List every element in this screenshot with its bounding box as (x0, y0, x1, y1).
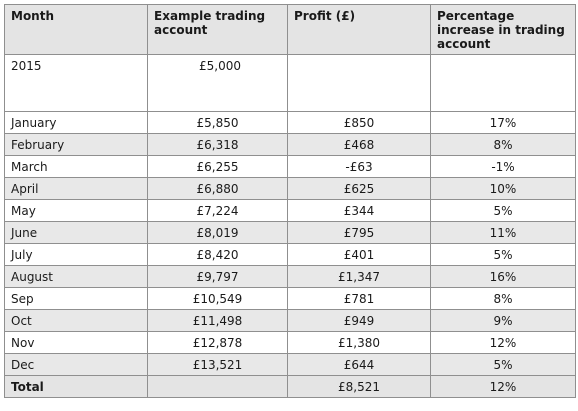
account-cell: £6,318 (147, 133, 288, 156)
table-row: Sep £10,549 £781 8% (4, 287, 576, 310)
opening-month: 2015 (4, 54, 148, 112)
month-cell: January (4, 111, 148, 134)
profit-cell: -£63 (287, 155, 431, 178)
profit-cell: £468 (287, 133, 431, 156)
account-cell: £6,255 (147, 155, 288, 178)
percentage-cell: -1% (430, 155, 576, 178)
percentage-cell: 9% (430, 309, 576, 332)
profit-cell: £344 (287, 199, 431, 222)
month-cell: July (4, 243, 148, 266)
percentage-cell: 5% (430, 353, 576, 376)
header-percentage: Percentage increase in trading account (430, 4, 576, 55)
account-cell: £10,549 (147, 287, 288, 310)
total-percentage-cell: 12% (430, 375, 576, 398)
account-cell: £11,498 (147, 309, 288, 332)
percentage-cell: 11% (430, 221, 576, 244)
percentage-cell: 8% (430, 133, 576, 156)
month-cell: Nov (4, 331, 148, 354)
percentage-cell: 8% (430, 287, 576, 310)
table-row: February £6,318 £468 8% (4, 133, 576, 156)
total-account-cell (147, 375, 288, 398)
percentage-cell: 5% (430, 199, 576, 222)
opening-profit (287, 54, 431, 112)
month-cell: Dec (4, 353, 148, 376)
profit-cell: £795 (287, 221, 431, 244)
profit-cell: £401 (287, 243, 431, 266)
month-cell: May (4, 199, 148, 222)
profit-cell: £1,347 (287, 265, 431, 288)
account-cell: £9,797 (147, 265, 288, 288)
month-cell: March (4, 155, 148, 178)
table-row: March £6,255 -£63 -1% (4, 155, 576, 178)
percentage-cell: 16% (430, 265, 576, 288)
table-row: July £8,420 £401 5% (4, 243, 576, 266)
month-cell: Sep (4, 287, 148, 310)
table-row: April £6,880 £625 10% (4, 177, 576, 200)
total-row: Total £8,521 12% (4, 375, 576, 398)
table-row: Nov £12,878 £1,380 12% (4, 331, 576, 354)
percentage-cell: 12% (430, 331, 576, 354)
month-cell: June (4, 221, 148, 244)
header-profit: Profit (£) (287, 4, 431, 55)
header-row: Month Example trading account Profit (£)… (4, 4, 576, 55)
profit-cell: £949 (287, 309, 431, 332)
month-cell: April (4, 177, 148, 200)
opening-percentage (430, 54, 576, 112)
profit-cell: £644 (287, 353, 431, 376)
percentage-cell: 17% (430, 111, 576, 134)
opening-account: £5,000 (147, 54, 288, 112)
account-cell: £12,878 (147, 331, 288, 354)
percentage-cell: 10% (430, 177, 576, 200)
profit-cell: £625 (287, 177, 431, 200)
account-cell: £6,880 (147, 177, 288, 200)
opening-row: 2015 £5,000 (4, 54, 576, 112)
account-cell: £8,019 (147, 221, 288, 244)
account-cell: £5,850 (147, 111, 288, 134)
table-body: 2015 £5,000 January £5,850 £850 17% February… (4, 54, 576, 398)
month-cell: Oct (4, 309, 148, 332)
profit-cell: £1,380 (287, 331, 431, 354)
month-cell: August (4, 265, 148, 288)
header-account: Example trading account (147, 4, 288, 55)
header-month: Month (4, 4, 148, 55)
account-cell: £7,224 (147, 199, 288, 222)
table-row: January £5,850 £850 17% (4, 111, 576, 134)
month-cell: February (4, 133, 148, 156)
profit-cell: £781 (287, 287, 431, 310)
total-profit-cell: £8,521 (287, 375, 431, 398)
account-cell: £13,521 (147, 353, 288, 376)
table-row: June £8,019 £795 11% (4, 221, 576, 244)
table-header: Month Example trading account Profit (£)… (4, 4, 576, 55)
account-cell: £8,420 (147, 243, 288, 266)
table-row: May £7,224 £344 5% (4, 199, 576, 222)
trading-account-table: Month Example trading account Profit (£)… (4, 4, 576, 398)
percentage-cell: 5% (430, 243, 576, 266)
table-row: Oct £11,498 £949 9% (4, 309, 576, 332)
profit-cell: £850 (287, 111, 431, 134)
table-row: Dec £13,521 £644 5% (4, 353, 576, 376)
table-row: August £9,797 £1,347 16% (4, 265, 576, 288)
total-month-cell: Total (4, 375, 148, 398)
